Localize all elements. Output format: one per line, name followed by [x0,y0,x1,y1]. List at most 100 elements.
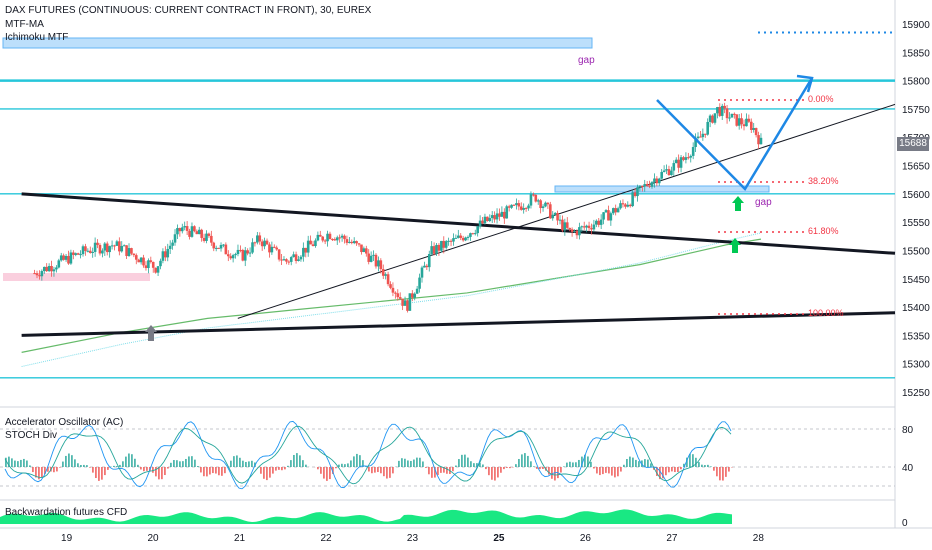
candle-body [275,247,279,250]
candle-body [411,293,414,298]
candle-body [725,108,729,119]
ac-histogram-bar [503,467,505,470]
price-tick-label: 15650 [902,162,930,173]
candle-body [616,208,620,213]
backwardation-tick-label: 0 [902,518,908,529]
ac-histogram-bar [416,457,418,467]
candle-body [505,206,509,219]
candle-body [340,235,344,238]
candle-body [231,255,235,259]
ac-histogram-bar [536,467,538,469]
candle-body [118,241,121,252]
ac-histogram-bar [290,460,292,467]
candle-body [602,212,605,220]
ac-histogram-bar [407,460,409,467]
candle-body [239,249,242,251]
ac-histogram-bar [83,464,85,467]
ac-histogram-bar [182,461,184,467]
ac-histogram-bar [686,457,688,467]
gap-zone-top [2,37,593,49]
candle-body [251,242,254,253]
ac-histogram-bar [689,453,691,467]
ac-histogram-bar [551,467,553,479]
ac-histogram-bar [185,458,187,467]
candle-body [599,219,603,225]
candle-body [396,293,400,298]
candle-body [408,293,412,311]
candle-body [258,235,262,242]
indicator-mtf-ma[interactable]: MTF-MA [5,19,44,30]
candle-body [633,192,637,197]
candle-body [553,212,557,215]
candle-body [621,203,625,205]
pane-title-backwardation[interactable]: Backwardation futures CFD [5,507,128,518]
pane-title-stoch[interactable]: STOCH Div [5,430,58,441]
candle-body [759,137,763,145]
ac-histogram-bar [611,467,613,476]
candle-body [568,227,571,230]
ac-histogram-bar [413,459,415,467]
ac-histogram-bar [506,467,508,468]
candle-body [490,215,494,219]
ac-histogram-bar [572,462,574,467]
candle-body [701,133,705,138]
candle-body [679,157,683,168]
candle-body [156,266,160,273]
candle-body [253,242,257,244]
candle-body [360,244,363,253]
candle-body [381,269,385,276]
candle-body [33,273,36,275]
ac-histogram-bar [164,467,166,476]
candle-body [84,246,87,251]
candle-body [391,287,395,293]
pane-title-accelerator[interactable]: Accelerator Oscillator (AC) [5,417,124,428]
candle-body [469,233,472,237]
ac-histogram-bar [674,467,676,473]
ac-histogram-bar [455,465,457,467]
candle-body [536,200,540,202]
candle-body [306,240,310,253]
ac-histogram-bar [122,461,124,467]
ac-histogram-bar [320,467,322,474]
moving-averages [21,232,762,368]
candle-body [200,229,203,238]
ac-histogram-bar [125,456,127,467]
ac-histogram-bar [212,467,214,474]
stoch-d-line [4,425,732,485]
candle-body [718,107,722,116]
ac-histogram-bar [167,467,169,469]
candle-body [507,206,511,208]
candle-body [432,246,436,254]
candle-body [229,256,233,259]
candle-body [243,250,247,261]
candle-body [222,244,225,246]
ac-histogram-bar [353,456,355,467]
ac-histogram-bar [230,460,232,467]
ac-histogram-bar [116,466,118,467]
candle-body [541,206,545,209]
candle-body [190,226,194,237]
ac-histogram-bar [152,467,154,473]
candle-body [471,233,475,235]
candle-body [234,254,237,256]
candle-body [335,237,339,241]
candle-body [444,241,448,248]
ac-histogram-bar [605,467,607,473]
candle-body [558,219,562,221]
candle-body [641,185,644,187]
ac-histogram-bar [170,462,172,467]
indicator-ichimoku[interactable]: Ichimoku MTF [5,32,69,43]
ac-histogram-bar [137,464,139,467]
candle-body [597,220,601,225]
candle-body [168,245,172,249]
candle-body [699,136,702,138]
ac-histogram-bar [722,467,724,481]
candle-body [546,202,550,205]
candle-body [595,220,598,225]
candle-body [607,210,610,221]
candle-body [529,194,533,206]
ac-histogram-bar [56,467,58,472]
candle-body [161,251,165,261]
candle-body [582,226,586,228]
